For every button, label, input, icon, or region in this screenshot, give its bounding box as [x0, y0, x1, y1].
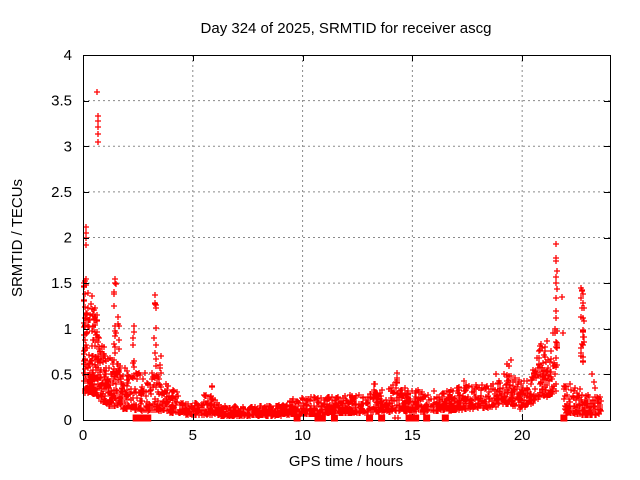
zero-square-marker	[318, 414, 326, 422]
y-tick-label: 1	[64, 321, 72, 338]
y-tick-label: 0.5	[51, 366, 72, 383]
plot-frame	[83, 55, 611, 421]
zero-markers	[132, 414, 568, 422]
zero-square-marker	[330, 414, 338, 422]
zero-square-marker	[560, 414, 568, 422]
zero-square-marker	[405, 414, 413, 422]
zero-square-marker	[293, 414, 301, 422]
y-tick-label: 2.5	[51, 184, 72, 201]
data-points	[81, 89, 604, 421]
zero-square-marker	[144, 414, 152, 422]
x-tick-label: 10	[294, 427, 311, 444]
tick-labels: 0 5 10 15 20 0 0.5 1 1.5 2 2.5 3 3.5 4	[51, 47, 530, 444]
zero-square-marker	[412, 414, 420, 422]
x-axis-label: GPS time / hours	[289, 453, 403, 470]
zero-square-marker	[378, 414, 386, 422]
y-tick-label: 0	[64, 412, 72, 429]
zero-square-marker	[441, 414, 449, 422]
zero-square-marker	[314, 414, 322, 422]
y-tick-label: 1.5	[51, 275, 72, 292]
x-tick-label: 0	[79, 427, 87, 444]
scatter-plus-markers	[81, 89, 604, 421]
chart-title: Day 324 of 2025, SRMTID for receiver asc…	[201, 20, 492, 37]
x-tick-label: 20	[514, 427, 531, 444]
zero-square-marker	[138, 414, 146, 422]
y-tick-label: 2	[64, 230, 72, 247]
gridlines	[83, 55, 610, 420]
y-axis-label: SRMTID / TECUs	[9, 179, 26, 297]
zero-square-marker	[423, 414, 431, 422]
y-tick-label: 3.5	[51, 93, 72, 110]
zero-square-marker	[366, 414, 374, 422]
x-tick-label: 5	[189, 427, 197, 444]
x-tick-label: 15	[404, 427, 421, 444]
y-tick-label: 3	[64, 138, 72, 155]
y-tick-label: 4	[64, 47, 72, 64]
zero-square-marker	[134, 414, 142, 422]
